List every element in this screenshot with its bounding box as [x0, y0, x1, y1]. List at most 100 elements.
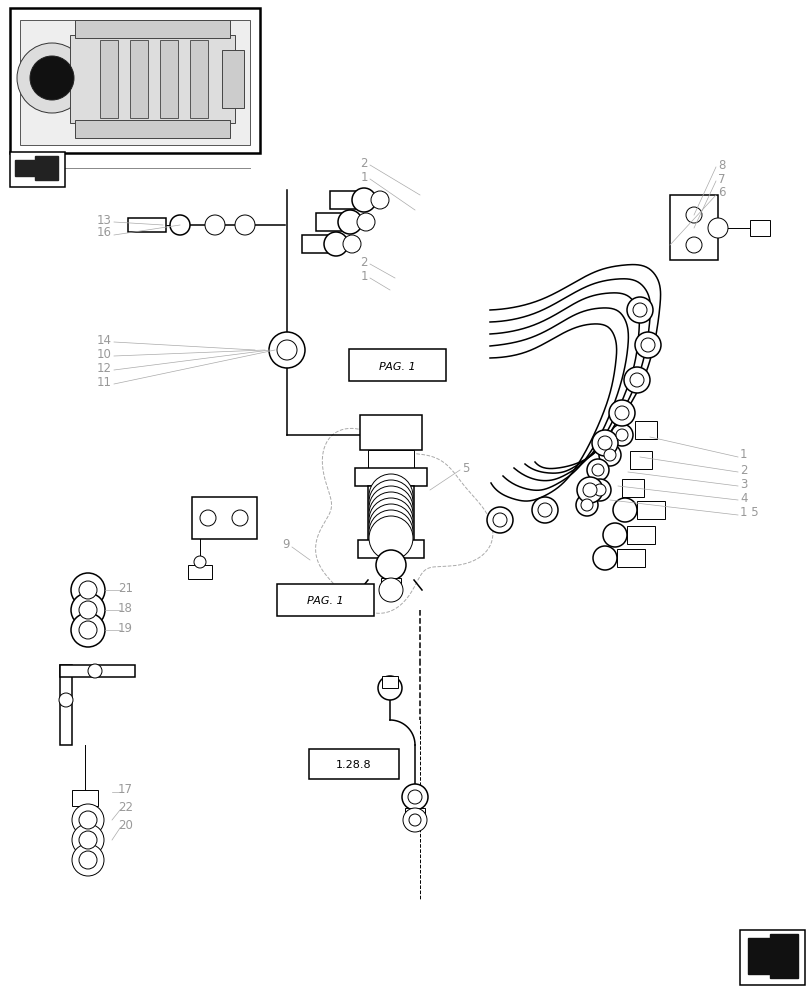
Circle shape	[368, 480, 413, 524]
Bar	[190, 40, 208, 118]
Text: 3: 3	[739, 478, 746, 490]
Bar	[405, 808, 424, 820]
Bar	[669, 195, 717, 260]
Bar	[616, 549, 644, 567]
Bar	[629, 451, 651, 469]
Circle shape	[616, 429, 627, 441]
Circle shape	[71, 573, 105, 607]
Circle shape	[623, 367, 649, 393]
Circle shape	[538, 503, 551, 517]
Circle shape	[200, 510, 216, 526]
Bar	[739, 930, 804, 985]
Bar	[75, 120, 230, 138]
Text: 14: 14	[97, 334, 112, 347]
Text: 21: 21	[118, 582, 133, 594]
Circle shape	[17, 43, 87, 113]
Circle shape	[368, 492, 413, 536]
Text: 11: 11	[97, 375, 112, 388]
Bar	[367, 450, 414, 470]
Circle shape	[268, 332, 305, 368]
FancyBboxPatch shape	[349, 349, 445, 381]
Circle shape	[79, 851, 97, 869]
Circle shape	[351, 188, 375, 212]
Circle shape	[342, 235, 361, 253]
Text: 9: 9	[282, 538, 290, 552]
Circle shape	[633, 303, 646, 317]
Text: 1: 1	[739, 448, 747, 462]
Text: 6: 6	[717, 186, 724, 200]
Text: 20: 20	[118, 819, 133, 832]
Bar	[302, 235, 332, 253]
Circle shape	[72, 844, 104, 876]
Circle shape	[277, 340, 297, 360]
Circle shape	[407, 790, 422, 804]
Circle shape	[368, 510, 413, 554]
Bar	[10, 152, 65, 187]
Circle shape	[610, 424, 633, 446]
Circle shape	[79, 581, 97, 599]
Text: 19: 19	[118, 621, 133, 635]
Circle shape	[169, 215, 190, 235]
Bar	[160, 40, 178, 118]
Bar	[381, 676, 397, 688]
Text: 8: 8	[717, 159, 724, 172]
Text: 7: 7	[717, 173, 724, 186]
Bar	[75, 20, 230, 38]
Bar	[188, 565, 212, 579]
Bar	[621, 479, 643, 497]
Bar	[329, 191, 359, 209]
Circle shape	[379, 578, 402, 602]
Circle shape	[577, 477, 603, 503]
Circle shape	[357, 213, 375, 231]
Bar	[636, 501, 664, 519]
Circle shape	[88, 664, 102, 678]
Bar	[60, 665, 72, 745]
Text: 18: 18	[118, 601, 133, 614]
Bar	[221, 50, 243, 108]
Circle shape	[368, 516, 413, 560]
Circle shape	[79, 601, 97, 619]
Circle shape	[594, 484, 605, 496]
Bar	[749, 220, 769, 236]
Circle shape	[597, 436, 611, 450]
Circle shape	[79, 811, 97, 829]
Circle shape	[629, 373, 643, 387]
Circle shape	[492, 513, 506, 527]
Text: 1.28.8: 1.28.8	[336, 760, 371, 770]
Circle shape	[409, 814, 420, 826]
Circle shape	[581, 499, 592, 511]
Circle shape	[59, 693, 73, 707]
Circle shape	[599, 444, 620, 466]
Text: 4: 4	[739, 491, 747, 504]
Circle shape	[72, 824, 104, 856]
Circle shape	[591, 464, 603, 476]
Bar	[130, 40, 148, 118]
Text: 13: 13	[97, 214, 112, 227]
Circle shape	[487, 507, 513, 533]
Text: 10: 10	[97, 348, 112, 360]
Text: 1: 1	[360, 171, 367, 184]
Circle shape	[586, 459, 608, 481]
Bar	[358, 540, 423, 558]
Text: 2: 2	[360, 255, 367, 268]
Circle shape	[591, 430, 617, 456]
Text: 12: 12	[97, 361, 112, 374]
Circle shape	[634, 332, 660, 358]
Text: 5: 5	[461, 462, 469, 475]
Bar	[100, 40, 118, 118]
Circle shape	[72, 804, 104, 836]
Bar	[128, 218, 165, 232]
Bar	[626, 526, 654, 544]
Circle shape	[234, 215, 255, 235]
Circle shape	[368, 474, 413, 518]
Circle shape	[194, 556, 206, 568]
Circle shape	[588, 479, 610, 501]
Circle shape	[531, 497, 557, 523]
Text: 2: 2	[360, 157, 367, 170]
Bar	[380, 578, 401, 590]
Bar	[70, 35, 234, 123]
Circle shape	[324, 232, 348, 256]
Circle shape	[402, 808, 427, 832]
Text: 2: 2	[739, 464, 747, 477]
Text: 16: 16	[97, 227, 112, 239]
